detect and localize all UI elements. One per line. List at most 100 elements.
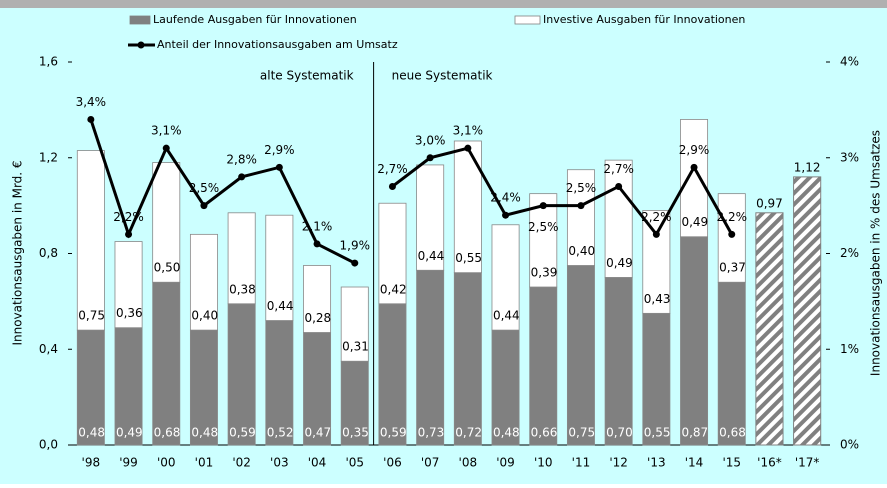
y2-tick-label: 0% [840, 438, 859, 452]
line-value-label: 2,5% [566, 181, 597, 195]
line-value-label: 2,5% [189, 181, 220, 195]
bar-segment [378, 303, 407, 446]
bar-segment [114, 241, 143, 329]
line [391, 146, 734, 238]
y-tick-label: 0,0 [39, 438, 58, 452]
line-point [539, 202, 547, 210]
bar-value-label: 0,66 [531, 426, 558, 440]
bar-segment [303, 265, 332, 333]
bar-value-label: 0,48 [191, 426, 218, 440]
y-tick-label: 1,2 [39, 150, 58, 164]
legend-label: Investive Ausgaben für Innovationen [543, 13, 745, 26]
y2-tick-label: 1% [840, 342, 859, 356]
bar-value-label: 0,44 [267, 299, 294, 313]
bar-segment [189, 329, 218, 446]
line-value-label: 3,1% [151, 124, 182, 138]
bar-value-label: 0,55 [644, 426, 671, 440]
line-point [313, 240, 321, 248]
bar-segment [227, 303, 256, 446]
x-tick-label: '08 [459, 456, 478, 470]
bar-value-label: 0,28 [304, 311, 331, 325]
line-point [87, 115, 95, 123]
top-bar [0, 0, 887, 8]
bar-value-label: 0,36 [116, 306, 143, 320]
legend-marker [137, 41, 145, 49]
x-tick-label: '17* [795, 456, 820, 470]
bar-value-label: 0,49 [116, 426, 143, 440]
line-value-label: 3,4% [76, 95, 107, 109]
bar-value-label: 0,68 [154, 426, 181, 440]
line-value-label: 2,9% [264, 143, 295, 157]
bar-value-label: 0,50 [154, 261, 181, 275]
bar-value-label: 0,68 [719, 426, 746, 440]
line-point [238, 173, 246, 181]
line-value-label: 3,1% [453, 124, 484, 138]
legend-label: Laufende Ausgaben für Innovationen [153, 13, 357, 26]
bar-segment [340, 286, 369, 362]
bar-segment [378, 202, 407, 305]
bar-value-label: 0,44 [418, 249, 445, 263]
line-value-label: 2,9% [679, 143, 710, 157]
segment-label: neue Systematik [392, 69, 493, 83]
bar-value-label: 0,31 [342, 340, 369, 354]
line-point [728, 230, 736, 238]
line-value-label: 2,8% [226, 152, 257, 166]
line-value-label: 2,5% [528, 220, 559, 234]
bar-value-label: 0,38 [229, 282, 256, 296]
hatched-value-label: 1,12 [794, 160, 821, 174]
y-tick-label: 0,8 [39, 246, 58, 260]
bar-segment [566, 169, 595, 266]
bar-segment [717, 193, 746, 283]
line-point [577, 202, 585, 210]
line-value-label: 3,0% [415, 133, 446, 147]
bar-segment [680, 119, 709, 238]
y2-tick-label: 2% [840, 246, 859, 260]
y-tick-label: 1,6 [39, 55, 58, 69]
bar-value-label: 0,40 [191, 309, 218, 323]
line-value-label: 2,1% [302, 219, 333, 233]
bar-value-label: 0,70 [606, 426, 633, 440]
x-tick-label: '09 [496, 456, 515, 470]
bar-value-label: 0,52 [267, 426, 294, 440]
bar-segment [265, 320, 294, 446]
x-tick-label: '07 [421, 456, 440, 470]
y-axis-title: Innovationsausgaben in Mrd. € [11, 160, 25, 345]
x-tick-label: '16* [757, 456, 782, 470]
line-value-label: 2,2% [717, 210, 748, 224]
bar-value-label: 0,40 [568, 244, 595, 258]
line-point [426, 154, 434, 162]
x-tick-label: '98 [82, 456, 101, 470]
line [89, 118, 356, 265]
x-tick-label: '14 [685, 456, 704, 470]
bar-segment [491, 224, 520, 331]
bar-segment [340, 360, 369, 446]
bar-segment [76, 329, 105, 446]
line-point [464, 144, 472, 152]
line-point [200, 202, 208, 210]
line-value-label: 2,2% [113, 210, 144, 224]
x-tick-label: '04 [308, 456, 327, 470]
bar-segment [453, 272, 482, 446]
bar-segment [303, 332, 332, 446]
bar-segment [152, 162, 181, 283]
bar-value-label: 0,75 [78, 309, 105, 323]
bar-value-label: 0,43 [644, 292, 671, 306]
bar-segment [152, 281, 181, 446]
y2-tick-label: 4% [840, 55, 859, 69]
line-value-label: 2,7% [603, 162, 634, 176]
bar-value-label: 0,44 [493, 309, 520, 323]
x-tick-label: '05 [345, 456, 364, 470]
x-tick-label: '03 [270, 456, 289, 470]
bar-segment [265, 214, 294, 321]
line-value-label: 2,2% [641, 210, 672, 224]
y-tick-label: 0,4 [39, 342, 58, 356]
bar-segment [604, 277, 633, 446]
bar-value-label: 0,48 [78, 426, 105, 440]
line-point [502, 211, 510, 219]
bar-value-label: 0,35 [342, 426, 369, 440]
bar-value-label: 0,59 [229, 426, 256, 440]
bar-segment [114, 327, 143, 446]
line-point [388, 182, 396, 190]
bar-value-label: 0,49 [606, 256, 633, 270]
